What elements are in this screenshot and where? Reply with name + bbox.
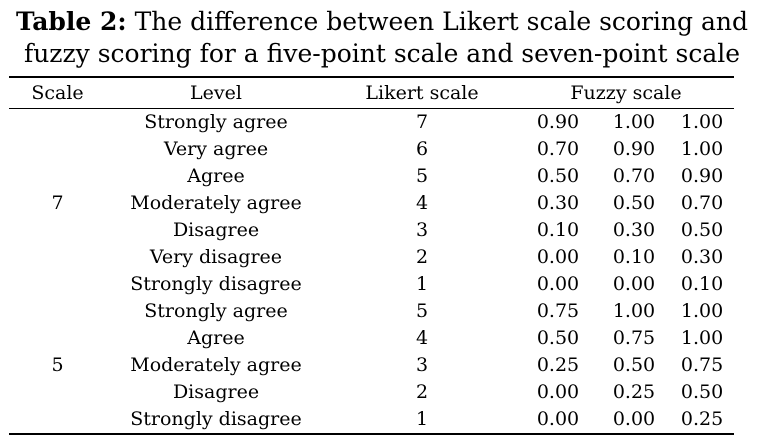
cell-fuzzy-2: 0.90 bbox=[612, 137, 656, 160]
cell-level: Strongly agree bbox=[144, 299, 288, 322]
cell-fuzzy-2: 1.00 bbox=[612, 110, 656, 133]
cell-likert: 4 bbox=[415, 191, 429, 214]
cell-level: Moderately agree bbox=[130, 353, 302, 376]
cell-fuzzy-2: 0.10 bbox=[612, 245, 656, 268]
header-scale: Scale bbox=[31, 82, 84, 104]
table-row: Strongly disagree 1 0.00 0.00 0.10 bbox=[9, 270, 734, 297]
caption-text-line-1: The difference between Likert scale scor… bbox=[126, 7, 748, 36]
data-table: Scale Level Likert scale Fuzzy scale 7 St… bbox=[9, 78, 734, 432]
cell-fuzzy-2: 0.00 bbox=[612, 272, 656, 295]
table-row: Very agree 6 0.70 0.90 1.00 bbox=[9, 135, 734, 162]
cell-fuzzy-3: 0.90 bbox=[680, 164, 724, 187]
cell-fuzzy-3: 0.50 bbox=[680, 218, 724, 241]
cell-fuzzy-2: 0.25 bbox=[612, 380, 656, 403]
cell-fuzzy-1: 0.70 bbox=[536, 137, 580, 160]
cell-fuzzy-2: 0.30 bbox=[612, 218, 656, 241]
cell-fuzzy-3: 1.00 bbox=[680, 110, 724, 133]
table-row: Moderately agree 3 0.25 0.50 0.75 bbox=[9, 351, 734, 378]
cell-likert: 5 bbox=[415, 164, 429, 187]
table-body: 7 Strongly agree 7 0.90 1.00 1.00 Very agree 6 0… bbox=[9, 108, 734, 432]
cell-scale: 5 bbox=[51, 353, 64, 376]
cell-fuzzy-3: 1.00 bbox=[680, 137, 724, 160]
cell-fuzzy-3: 0.10 bbox=[680, 272, 724, 295]
table-row: 5 Strongly agree 5 0.75 1.00 1.00 bbox=[9, 297, 734, 376]
table-row: Disagree 2 0.00 0.25 0.50 bbox=[9, 378, 734, 405]
cell-likert: 1 bbox=[415, 272, 429, 295]
cell-fuzzy-2: 0.50 bbox=[612, 191, 656, 214]
table-row: Disagree 3 0.10 0.30 0.50 bbox=[9, 216, 734, 243]
cell-fuzzy-1: 0.10 bbox=[536, 218, 580, 241]
cell-fuzzy-2: 0.75 bbox=[612, 326, 656, 349]
cell-level: Strongly agree bbox=[144, 110, 288, 133]
cell-level: Very agree bbox=[163, 137, 269, 160]
cell-fuzzy-1: 0.75 bbox=[536, 299, 580, 322]
cell-fuzzy-2: 0.70 bbox=[612, 164, 656, 187]
cell-fuzzy-3: 0.75 bbox=[680, 353, 724, 376]
table-row: Strongly disagree 1 0.00 0.00 0.25 bbox=[9, 405, 734, 432]
table-row: 7 Strongly agree 7 0.90 1.00 1.00 bbox=[9, 108, 734, 214]
cell-likert: 6 bbox=[415, 137, 429, 160]
cell-level: Disagree bbox=[172, 218, 260, 241]
cell-likert: 3 bbox=[415, 353, 429, 376]
table-row: Moderately agree 4 0.30 0.50 0.70 bbox=[9, 189, 734, 216]
cell-level: Strongly disagree bbox=[130, 407, 302, 430]
cell-fuzzy-1: 0.00 bbox=[536, 245, 580, 268]
cell-fuzzy-3: 1.00 bbox=[680, 299, 724, 322]
cell-likert: 5 bbox=[415, 299, 429, 322]
header-fuzzy-scale: Fuzzy scale bbox=[570, 82, 682, 104]
cell-likert: 1 bbox=[415, 407, 429, 430]
cell-fuzzy-3: 0.70 bbox=[680, 191, 724, 214]
cell-fuzzy-1: 0.90 bbox=[536, 110, 580, 133]
cell-level: Strongly disagree bbox=[130, 272, 302, 295]
cell-fuzzy-1: 0.30 bbox=[536, 191, 580, 214]
cell-likert: 3 bbox=[415, 218, 429, 241]
table-top-rule bbox=[9, 76, 734, 78]
table-header-rule bbox=[9, 108, 734, 109]
cell-fuzzy-1: 0.00 bbox=[536, 407, 580, 430]
cell-level: Disagree bbox=[172, 380, 260, 403]
cell-fuzzy-1: 0.00 bbox=[536, 380, 580, 403]
cell-fuzzy-3: 0.50 bbox=[680, 380, 724, 403]
caption-line-1: Table 2: The difference between Likert s… bbox=[0, 6, 764, 38]
cell-fuzzy-3: 0.30 bbox=[680, 245, 724, 268]
cell-fuzzy-1: 0.25 bbox=[536, 353, 580, 376]
table-row: Agree 5 0.50 0.70 0.90 bbox=[9, 162, 734, 189]
cell-fuzzy-2: 1.00 bbox=[612, 299, 656, 322]
caption-text-line-2: fuzzy scoring for a five-point scale and… bbox=[23, 39, 741, 68]
cell-fuzzy-1: 0.50 bbox=[536, 326, 580, 349]
cell-likert: 7 bbox=[415, 110, 429, 133]
cell-fuzzy-3: 0.25 bbox=[680, 407, 724, 430]
header-level: Level bbox=[190, 82, 242, 104]
table-caption: Table 2: The difference between Likert s… bbox=[0, 6, 764, 70]
header-likert-scale: Likert scale bbox=[365, 82, 479, 104]
table-row: Agree 4 0.50 0.75 1.00 bbox=[9, 324, 734, 351]
cell-fuzzy-3: 1.00 bbox=[680, 326, 724, 349]
table-row: Very disagree 2 0.00 0.10 0.30 bbox=[9, 243, 734, 270]
cell-fuzzy-1: 0.50 bbox=[536, 164, 580, 187]
cell-fuzzy-1: 0.00 bbox=[536, 272, 580, 295]
table-bottom-rule bbox=[9, 433, 734, 435]
table-header-row: Scale Level Likert scale Fuzzy scale bbox=[9, 78, 734, 108]
cell-level: Agree bbox=[187, 326, 245, 349]
cell-likert: 2 bbox=[415, 380, 429, 403]
cell-level: Very disagree bbox=[149, 245, 283, 268]
cell-fuzzy-2: 0.50 bbox=[612, 353, 656, 376]
caption-label: Table 2: bbox=[16, 7, 127, 36]
cell-likert: 2 bbox=[415, 245, 429, 268]
cell-level: Agree bbox=[187, 164, 245, 187]
cell-level: Moderately agree bbox=[130, 191, 302, 214]
cell-likert: 4 bbox=[415, 326, 429, 349]
cell-fuzzy-2: 0.00 bbox=[612, 407, 656, 430]
cell-scale: 7 bbox=[51, 191, 64, 214]
